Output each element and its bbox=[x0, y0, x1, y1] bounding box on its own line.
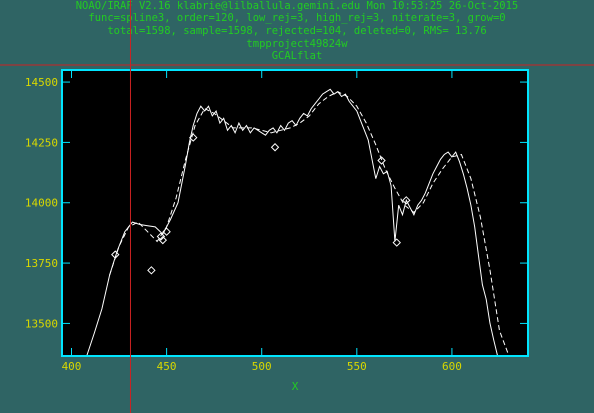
x-tick-label: 550 bbox=[347, 360, 367, 373]
x-tick-label: 600 bbox=[442, 360, 462, 373]
header-line-3: total=1598, sample=1598, rejected=104, d… bbox=[107, 25, 486, 37]
fit-series-line bbox=[109, 91, 510, 357]
y-tick-label: 13750 bbox=[25, 257, 58, 270]
rejected-point-marker bbox=[377, 156, 386, 165]
rejected-point-marker bbox=[111, 250, 120, 259]
y-tick-label: 14000 bbox=[25, 197, 58, 210]
header-line-2: func=spline3, order=120, low_rej=3, high… bbox=[88, 12, 505, 24]
x-axis-ticks: 400 450 500 550 600 bbox=[62, 70, 462, 373]
y-axis-ticks: 13500 13750 14000 14250 14500 bbox=[25, 76, 528, 330]
plot-area[interactable] bbox=[62, 70, 528, 356]
x-axis-label: X bbox=[292, 380, 299, 393]
plot-frame bbox=[61, 69, 529, 357]
rejected-point-marker bbox=[189, 133, 198, 142]
header-line-4: tmpproject49824w bbox=[246, 38, 348, 50]
x-tick-label: 400 bbox=[62, 360, 82, 373]
rejected-point-marker bbox=[162, 227, 171, 236]
rejected-point-marker bbox=[270, 143, 280, 152]
x-tick-label: 450 bbox=[157, 360, 177, 373]
header-line-5: GCALflat bbox=[272, 50, 323, 62]
header-line-1: NOAO/IRAF V2.16 klabrie@lilballula.gemin… bbox=[76, 0, 519, 12]
rejected-point-marker bbox=[156, 232, 166, 241]
rejected-point-marker bbox=[147, 266, 156, 275]
rejected-point-marker bbox=[402, 196, 411, 205]
y-tick-label: 13500 bbox=[25, 317, 58, 330]
rejected-point-marker bbox=[392, 238, 401, 247]
y-tick-label: 14500 bbox=[25, 76, 58, 89]
rejected-point-marker bbox=[158, 235, 168, 245]
rejected-points bbox=[111, 133, 411, 275]
data-series-line bbox=[86, 88, 509, 357]
y-tick-label: 14250 bbox=[25, 136, 58, 149]
x-tick-label: 500 bbox=[252, 360, 272, 373]
